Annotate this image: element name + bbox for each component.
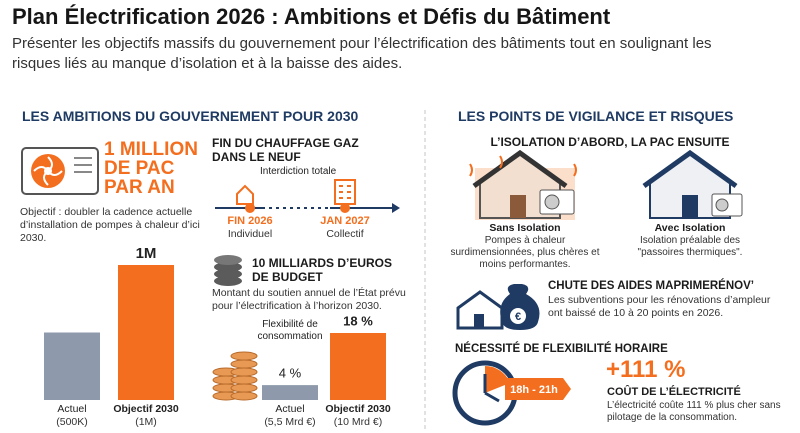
pac-headline: 1 MILLION DE PAC PAR AN	[104, 139, 198, 198]
section-heading: LES POINTS DE VIGILANCE ET RISQUES	[458, 108, 734, 124]
bar-name: Actuel	[57, 403, 86, 415]
case-title: Sans Isolation	[489, 222, 561, 234]
bar-detail: (1M)	[135, 416, 157, 428]
case-title: Avec Isolation	[654, 222, 726, 234]
bar-label: 4 %	[279, 366, 302, 381]
time-window: 18h - 21h	[510, 384, 558, 396]
milestone-date: JAN 2027	[320, 215, 370, 227]
aid-heading: CHUTE DES AIDES MAPRIMERÉNOV’	[548, 280, 754, 292]
clock-icon: 18h - 21h	[452, 360, 571, 426]
section-heading: LES AMBITIONS DU GOUVERNEMENT POUR 2030	[22, 108, 359, 124]
bar-detail: (5,5 Mrd €)	[264, 416, 315, 428]
budget-description: Montant du soutien annuel de l’État prév…	[212, 287, 406, 312]
case-text: Isolation préalable des "passoires therm…	[637, 235, 743, 258]
budget-headline: 10 MILLIARDS D’EUROS DE BUDGET	[252, 256, 393, 284]
aid-text: Les subventions pour les rénovations d’a…	[548, 294, 771, 319]
flex-text: L’électricité coûte 111 % plus cher sans…	[607, 400, 781, 423]
chart-title: Flexibilité de consommation	[257, 319, 323, 342]
cost-label: COÛT DE L’ÉLECTRICITÉ	[607, 386, 741, 398]
bar	[118, 265, 174, 400]
case-text: Pompes à chaleur surdimensionnées, plus …	[450, 235, 600, 270]
uninsulated-house	[469, 149, 577, 220]
aid-icon: €	[456, 284, 540, 330]
bar	[262, 385, 318, 400]
pac-description: Objectif : doubler la cadence actuelle d…	[20, 206, 200, 244]
insulation-heading: L’ISOLATION D’ABORD, LA PAC ENSUITE	[490, 135, 730, 149]
bar-name: Objectif 2030	[113, 403, 179, 415]
heat-pump-icon	[21, 147, 99, 195]
coins-icon	[214, 255, 242, 286]
bar-label: 1M	[136, 245, 157, 262]
bar	[330, 333, 386, 400]
bar-detail: (10 Mrd €)	[334, 416, 382, 428]
title: Plan Électrification 2026 : Ambitions et…	[12, 4, 611, 29]
bar-name: Objectif 2030	[325, 403, 391, 415]
bar-label: 18 %	[343, 313, 373, 328]
coin-stack	[212, 351, 258, 401]
timeline	[215, 179, 400, 213]
milestone-scope: Individuel	[227, 228, 273, 240]
gas-heading: FIN DU CHAUFFAGE GAZ DANS LE NEUF	[212, 136, 359, 164]
euro-symbol: €	[515, 311, 521, 323]
bar-name: Actuel	[275, 403, 304, 415]
subtitle: Présenter les objectifs massifs du gouve…	[12, 35, 712, 72]
flex-heading: NÉCESSITÉ DE FLEXIBILITÉ HORAIRE	[455, 343, 668, 355]
bar-detail: (500K)	[56, 416, 88, 428]
insulated-house	[642, 149, 743, 219]
cost-increase: +111 %	[606, 356, 686, 383]
gas-note: Interdiction totale	[260, 166, 337, 177]
milestone-scope: Collectif	[326, 228, 364, 240]
bar	[44, 332, 100, 400]
milestone-date: FIN 2026	[227, 215, 273, 227]
